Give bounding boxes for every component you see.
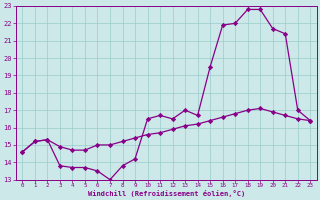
X-axis label: Windchill (Refroidissement éolien,°C): Windchill (Refroidissement éolien,°C) (88, 190, 245, 197)
